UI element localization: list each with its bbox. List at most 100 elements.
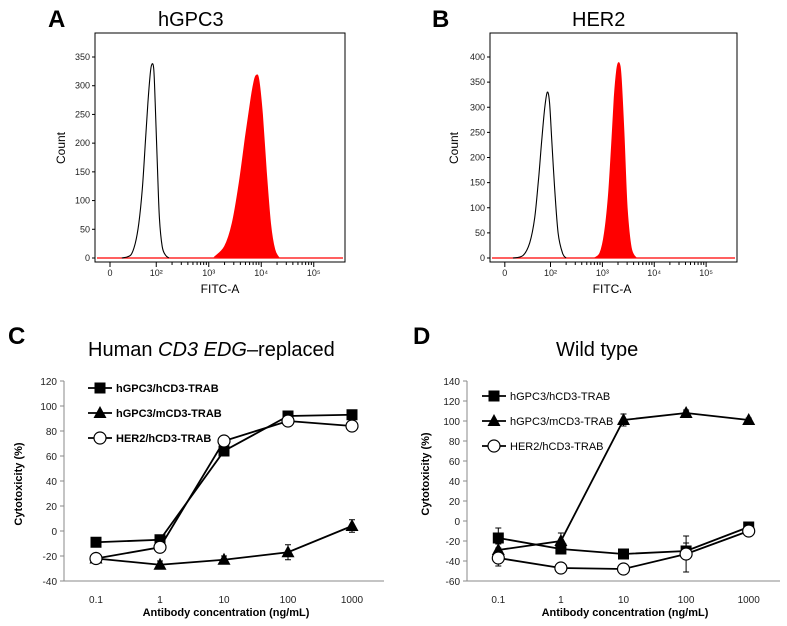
panel-a-xlabel: FITC-A [201,282,240,296]
d-marker-circle [491,551,505,565]
panel-b-series [492,62,735,259]
d-marker-square [618,548,629,560]
c-marker-circle [281,414,295,428]
d-legend-label: hGPC3/hCD3-TRAB [510,391,610,403]
panel-c-title: Human CD3 EDG–replaced [88,339,335,361]
d-ytick-label: -40 [446,557,461,568]
a-series-open [121,63,170,259]
panel-b-x-ticks: 0 10² 10³ 10⁴ 10⁵ [502,262,713,278]
b-ytick-label: 0 [480,253,485,263]
b-ytick-label: 300 [470,102,485,112]
a-xtick-label: 10⁵ [307,268,321,278]
panel-a-letter: A [48,6,65,33]
c-legend-label: hGPC3/hCD3-TRAB [116,383,219,395]
d-marker-circle [616,562,631,576]
panel-b-ylabel: Count [447,131,461,164]
b-ytick-label: 200 [470,153,485,163]
panel-b-plot-frame [489,32,738,263]
b-ytick-label: 250 [470,127,485,137]
d-legend-label: HER2/hCD3-TRAB [510,441,604,453]
d-ytick-label: 60 [449,457,461,468]
c-ytick-label: 60 [46,452,58,463]
d-ytick-label: 100 [443,417,460,428]
a-ytick-label: 0 [85,253,90,263]
b-xtick-label: 10⁴ [647,268,661,278]
c-legend-marker-triangle [93,406,107,418]
b-series-filled [593,62,638,259]
a-series-filled [213,74,281,259]
a-ytick-label: 300 [75,81,90,91]
d-marker-circle [742,524,756,538]
d-ytick-label: -20 [446,537,461,548]
panel-d-letter: D [413,323,430,350]
panel-c-axes: -40 -20 0 20 40 60 80 100 120 0.1 1 10 100 1000 [40,377,384,606]
panel-c-series [89,409,359,570]
panel-b: B HER2 0 50 100 150 200 250 300 350 400 0 10² 10³ 1… [432,6,738,296]
c-marker-square [154,534,166,546]
panel-b-letter: B [432,6,449,33]
d-ytick-label: 120 [443,397,460,408]
panel-d-ylabel: Cytotoxicity (%) [420,432,432,515]
panel-c-legend: hGPC3/hCD3-TRAB hGPC3/mCD3-TRAB HER2/hCD3-… [88,382,222,445]
a-ytick-label: 200 [75,138,90,148]
b-xtick-label: 0 [502,268,507,278]
b-ytick-label: 50 [475,228,485,238]
panel-c-title-suffix: –replaced [247,339,335,361]
d-marker-triangle [617,413,630,425]
d-xtick-label: 100 [678,595,695,606]
panel-a-title: hGPC3 [158,9,224,31]
panel-d-series [491,406,756,576]
d-series-circle [491,524,756,576]
c-legend-marker-circle [93,431,107,445]
b-ytick-label: 150 [470,178,485,188]
b-ytick-label: 350 [470,77,485,87]
c-ytick-label: 0 [51,527,57,538]
panel-c-letter: C [8,323,25,350]
panel-a-plot-frame [94,32,346,263]
d-legend-label: hGPC3/mCD3-TRAB [510,416,613,428]
panel-a-series [97,63,343,259]
panel-c-title-italic: CD3 EDG [158,339,247,361]
c-ytick-label: 20 [46,502,58,513]
d-xtick-label: 0.1 [491,595,505,606]
d-ytick-label: 0 [454,517,460,528]
d-marker-triangle [491,543,505,555]
b-ytick-label: 400 [470,52,485,62]
b-xtick-label: 10³ [596,268,609,278]
c-legend-label: HER2/hCD3-TRAB [116,433,211,445]
c-series-square [90,409,358,548]
c-marker-triangle [281,545,295,558]
d-xtick-label: 1 [558,595,564,606]
d-ytick-label: 20 [449,497,461,508]
c-marker-triangle [217,552,231,565]
c-series-circle [89,414,359,566]
c-marker-square [90,536,102,548]
c-legend-marker-square [94,382,106,394]
c-ytick-label: -20 [43,552,58,563]
c-ytick-label: 100 [40,402,57,413]
d-marker-triangle [742,413,756,425]
panel-c-ylabel: Cytotoxicity (%) [13,442,25,525]
d-marker-circle [679,547,693,561]
panel-c-xlabel: Antibody concentration (ng/mL) [143,607,310,619]
d-marker-square [492,532,504,544]
d-ytick-label: 80 [449,437,461,448]
d-ytick-label: 40 [449,477,461,488]
c-marker-circle [153,540,167,554]
a-ytick-label: 350 [75,52,90,62]
d-legend-marker-square [488,390,500,402]
d-legend-marker-triangle [487,414,501,426]
c-marker-square [346,409,358,421]
c-marker-circle [217,434,231,448]
panel-a: A hGPC3 0 50 100 150 200 250 300 350 0 10² 10³ 10⁴… [48,6,346,296]
panel-c: C Human CD3 EDG–replaced -40 -20 0 20 40 60 80… [8,323,384,619]
d-marker-triangle [554,534,568,546]
d-xtick-label: 1000 [738,595,761,606]
c-legend-label: hGPC3/mCD3-TRAB [116,408,222,420]
d-series-triangle [491,406,756,557]
d-legend-marker-circle [487,439,501,453]
c-xtick-label: 1000 [341,595,364,606]
d-marker-triangle [679,406,693,418]
a-xtick-label: 10⁴ [254,268,268,278]
c-xtick-label: 100 [280,595,297,606]
